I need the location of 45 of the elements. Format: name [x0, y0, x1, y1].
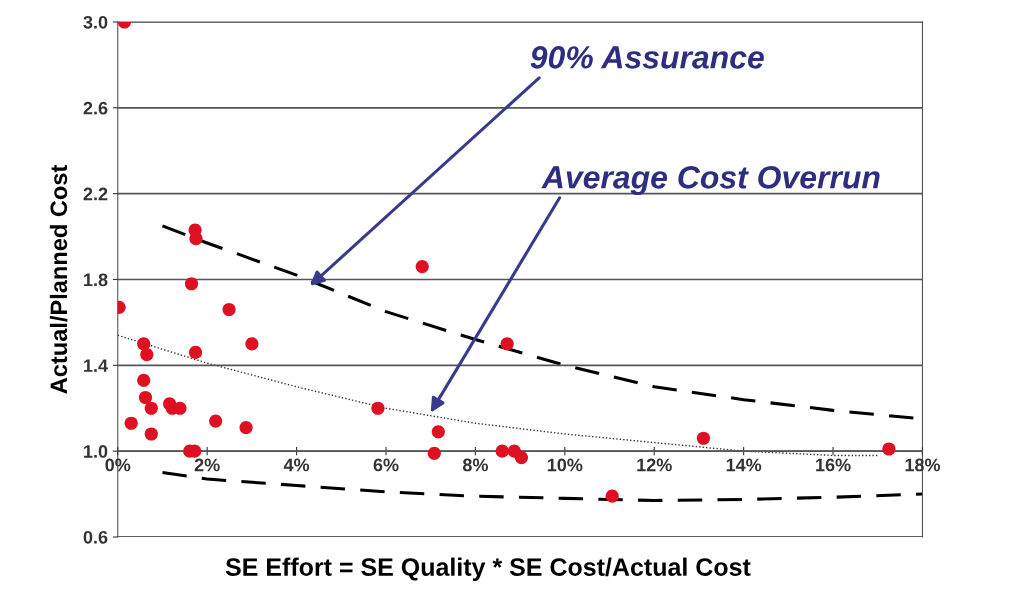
point — [209, 414, 223, 428]
point — [137, 337, 151, 351]
point — [189, 232, 203, 246]
point — [882, 442, 896, 456]
y-axis-title: Actual/Planned Cost — [49, 164, 68, 394]
point — [239, 420, 253, 435]
x-tick-label: 16% — [816, 458, 851, 472]
y-tick-label: 1.4 — [84, 359, 108, 372]
point — [138, 390, 153, 405]
y-tick-label: 1.0 — [84, 445, 108, 458]
point — [222, 302, 236, 317]
point — [495, 444, 509, 458]
line-series — [160, 471, 923, 503]
x-tick-label: 2% — [194, 458, 220, 472]
point — [514, 450, 529, 465]
point — [144, 401, 158, 415]
point — [144, 427, 158, 441]
point — [245, 337, 259, 351]
x-tick-label: 10% — [547, 458, 583, 472]
x-axis-title: SE Effort = SE Quality * SE Cost/Actual Cost — [225, 557, 751, 581]
point — [427, 446, 441, 460]
x-tick-label: 6% — [373, 458, 399, 472]
point — [184, 277, 199, 291]
x-tick-label: 8% — [462, 458, 488, 472]
point — [500, 337, 514, 351]
line-series — [117, 334, 879, 457]
point — [371, 401, 385, 415]
annotation: Average Cost Overrun — [541, 166, 880, 195]
point — [696, 431, 710, 445]
x-tick-label: 4% — [283, 458, 310, 472]
point — [415, 260, 429, 274]
annotation: 90% Assurance — [530, 46, 764, 69]
x-tick-label: 14% — [726, 458, 762, 472]
point — [605, 489, 619, 503]
x-tick-label: 12% — [637, 458, 672, 472]
point — [140, 347, 154, 362]
y-tick-label: 3.0 — [83, 15, 108, 29]
y-tick-label: 2.6 — [83, 101, 108, 115]
y-tick-label: 2.2 — [83, 187, 108, 201]
y-tick-label: 1.8 — [84, 273, 108, 287]
point — [431, 425, 445, 439]
point — [137, 373, 151, 387]
y-tick-label: 0.6 — [83, 530, 108, 544]
point — [124, 416, 138, 430]
point — [188, 345, 203, 360]
